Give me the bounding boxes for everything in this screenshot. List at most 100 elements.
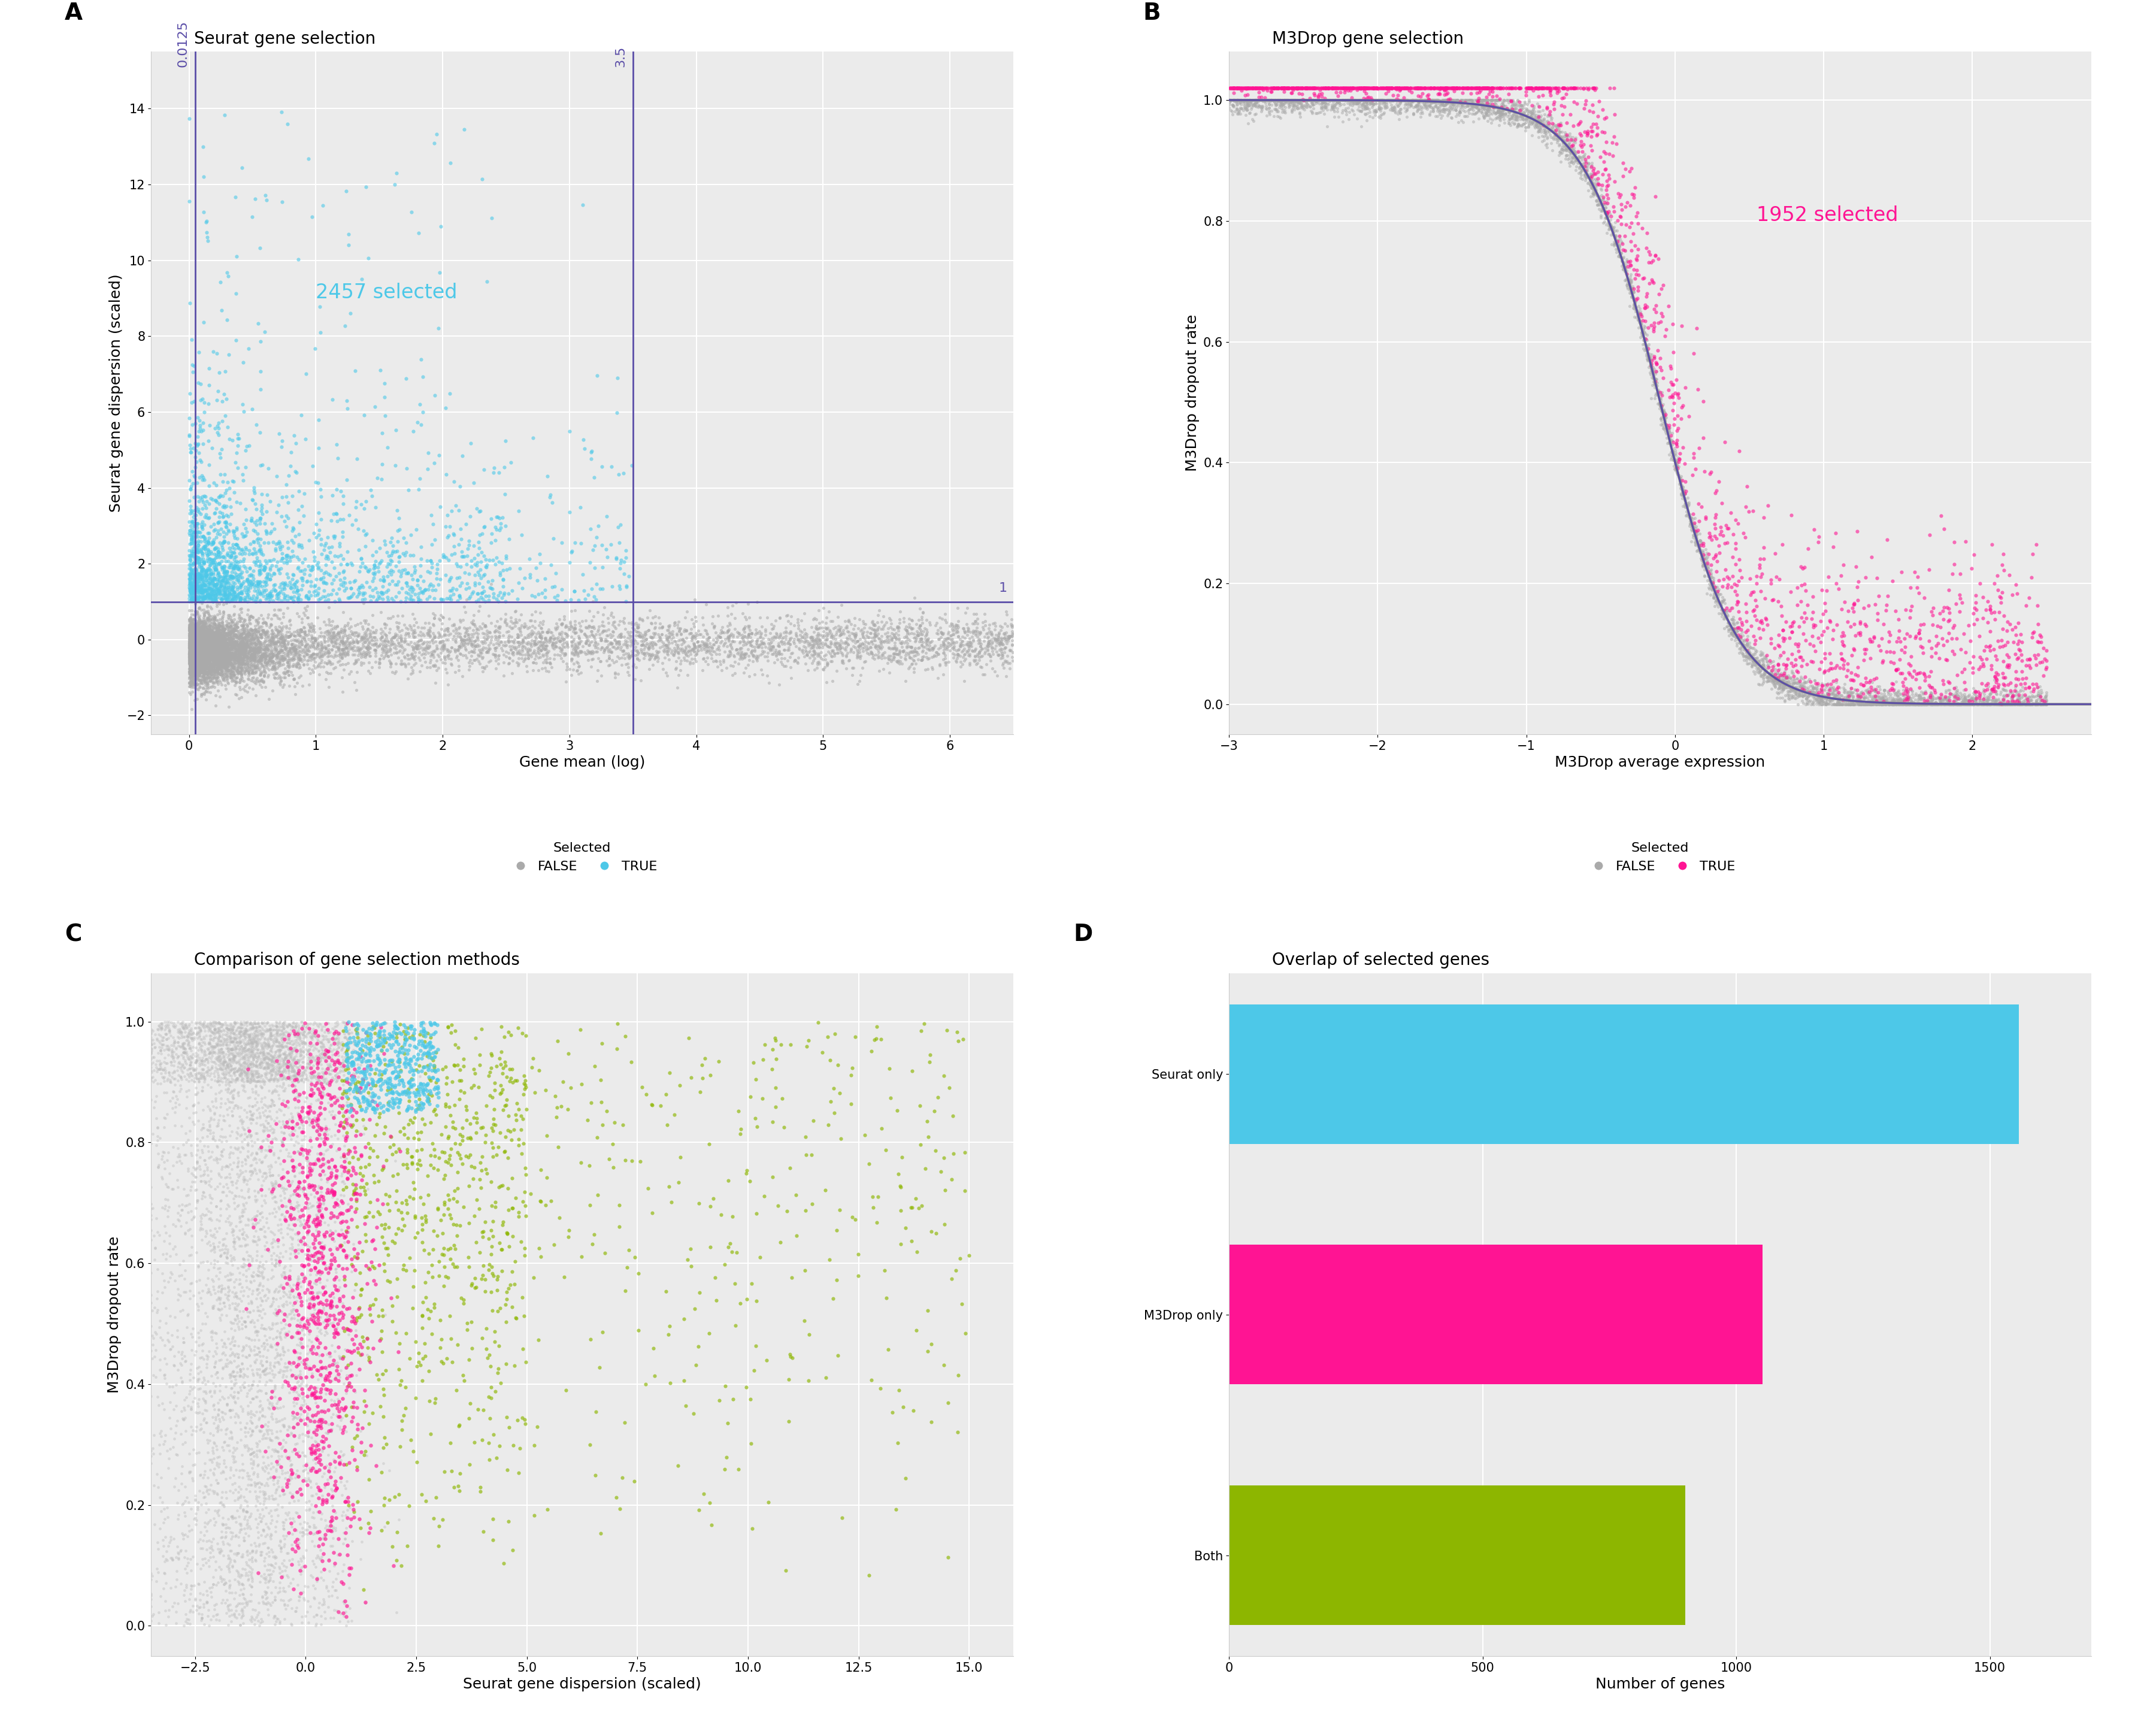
Point xyxy=(166,1582,201,1609)
Point xyxy=(1736,649,1770,676)
Point xyxy=(319,1516,354,1544)
Point xyxy=(185,635,220,662)
Point xyxy=(224,664,259,692)
Point xyxy=(858,633,893,661)
Point xyxy=(1343,74,1378,102)
Point xyxy=(1423,76,1457,104)
Point xyxy=(196,1059,231,1087)
Point xyxy=(235,637,270,664)
Point xyxy=(172,624,207,652)
Point xyxy=(175,635,209,662)
Point xyxy=(181,647,216,674)
Point xyxy=(595,1130,630,1157)
Point xyxy=(317,1121,351,1149)
Point xyxy=(254,1361,289,1389)
Point xyxy=(304,1414,338,1442)
Point xyxy=(1667,433,1701,461)
Point xyxy=(302,1278,336,1306)
Point xyxy=(1682,526,1716,554)
Point xyxy=(326,1035,360,1063)
Point xyxy=(179,633,213,661)
Point xyxy=(608,1147,642,1175)
Point xyxy=(1744,642,1779,669)
Point xyxy=(345,1070,379,1097)
Point xyxy=(1546,100,1580,128)
Point xyxy=(246,640,280,668)
Point xyxy=(371,1073,405,1101)
Point xyxy=(1975,690,2009,718)
Point xyxy=(330,1025,364,1052)
Point xyxy=(250,1327,285,1354)
Point xyxy=(1580,102,1615,129)
Point xyxy=(1350,88,1384,116)
Point xyxy=(328,640,362,668)
Point xyxy=(1800,669,1835,697)
Point xyxy=(263,1276,298,1304)
Point xyxy=(1483,74,1518,102)
Point xyxy=(1953,685,1988,712)
Point xyxy=(203,623,237,650)
Point xyxy=(239,1316,274,1344)
Point xyxy=(1589,198,1623,226)
Point xyxy=(270,1363,304,1390)
Point xyxy=(1820,683,1854,711)
Point xyxy=(231,633,265,661)
Point xyxy=(552,656,586,683)
Point xyxy=(278,1594,313,1622)
Point xyxy=(345,1066,379,1094)
Point xyxy=(194,637,229,664)
Point xyxy=(207,599,241,626)
Point xyxy=(265,1128,300,1156)
Point xyxy=(248,1565,282,1592)
Point xyxy=(300,1194,334,1221)
Point xyxy=(1348,88,1382,116)
Point xyxy=(188,637,222,664)
Point xyxy=(250,631,285,659)
Point xyxy=(181,626,216,654)
Point xyxy=(397,645,431,673)
Point xyxy=(201,616,235,643)
Point xyxy=(1617,290,1651,317)
Point xyxy=(1886,685,1921,712)
Point xyxy=(1623,321,1658,348)
Point xyxy=(166,1052,201,1080)
Point xyxy=(1522,93,1557,121)
Point xyxy=(211,637,246,664)
Point xyxy=(183,633,218,661)
Point xyxy=(537,645,571,673)
Point xyxy=(1257,86,1291,114)
Point xyxy=(181,587,216,614)
Point xyxy=(1470,95,1505,122)
Point xyxy=(203,659,237,687)
Point xyxy=(274,1044,308,1071)
Point xyxy=(1639,371,1673,398)
Point xyxy=(1281,95,1315,122)
Point xyxy=(207,530,241,557)
Point xyxy=(248,645,282,673)
Point xyxy=(1639,380,1673,407)
Point xyxy=(808,616,843,643)
Point xyxy=(1475,78,1509,105)
Point xyxy=(198,640,233,668)
Point xyxy=(248,1552,282,1580)
Point xyxy=(306,1294,341,1321)
Point xyxy=(345,1071,379,1099)
Point xyxy=(319,1235,354,1263)
Point xyxy=(1216,86,1250,114)
Point xyxy=(216,654,250,681)
Point xyxy=(196,637,231,664)
Point xyxy=(1820,674,1854,702)
Point xyxy=(190,674,224,702)
Point xyxy=(683,633,718,661)
Point xyxy=(310,581,345,609)
Point xyxy=(632,640,666,668)
Point xyxy=(1858,676,1893,704)
Point xyxy=(347,643,382,671)
Point xyxy=(252,611,287,638)
Point xyxy=(211,1028,246,1056)
Point xyxy=(1272,74,1307,102)
Point xyxy=(1216,74,1250,102)
Point xyxy=(190,645,224,673)
Point xyxy=(1779,676,1813,704)
Point xyxy=(1294,74,1328,102)
